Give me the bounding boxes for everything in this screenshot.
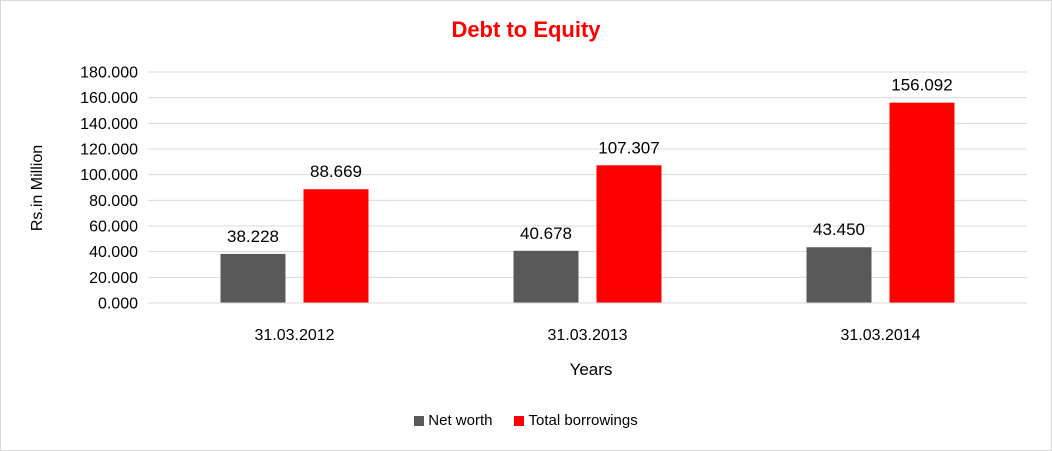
legend-swatch-total-borrowings <box>514 415 525 426</box>
legend-item-net-worth: Net worth <box>414 412 492 429</box>
x-axis-label: Years <box>569 360 613 379</box>
legend-swatch-net-worth <box>414 415 425 426</box>
bar-net-worth <box>806 247 872 303</box>
data-label: 107.307 <box>598 138 659 157</box>
data-label: 88.669 <box>310 162 362 181</box>
data-label: 38.228 <box>227 227 279 246</box>
y-tick-label: 100.000 <box>80 167 138 184</box>
legend-label-net-worth: Net worth <box>428 412 493 429</box>
y-tick-label: 80.000 <box>89 193 138 210</box>
x-tick-label: 31.03.2013 <box>547 327 627 344</box>
bar-net-worth <box>220 253 286 303</box>
y-tick-label: 60.000 <box>89 219 138 236</box>
legend-label-total-borrowings: Total borrowings <box>528 412 638 429</box>
y-tick-label: 180.000 <box>80 65 138 82</box>
y-tick-label: 160.000 <box>80 90 138 107</box>
legend: Net worth Total borrowings <box>0 412 1052 429</box>
bar-net-worth <box>513 250 579 303</box>
y-tick-label: 120.000 <box>80 142 138 159</box>
data-label: 156.092 <box>891 76 952 95</box>
bar-total-borrowings <box>596 165 662 303</box>
x-tick-label: 31.03.2012 <box>254 327 334 344</box>
x-tick-label: 31.03.2014 <box>840 327 920 344</box>
y-tick-label: 20.000 <box>89 270 138 287</box>
y-tick-label: 40.000 <box>89 244 138 261</box>
data-label: 43.450 <box>813 220 865 239</box>
legend-item-total-borrowings: Total borrowings <box>514 412 638 429</box>
y-tick-label: 140.000 <box>80 116 138 133</box>
y-tick-label: 0.000 <box>98 296 138 313</box>
bar-total-borrowings <box>889 102 955 303</box>
data-label: 40.678 <box>520 224 572 243</box>
chart-title: Debt to Equity <box>451 17 601 42</box>
bar-total-borrowings <box>303 189 369 303</box>
